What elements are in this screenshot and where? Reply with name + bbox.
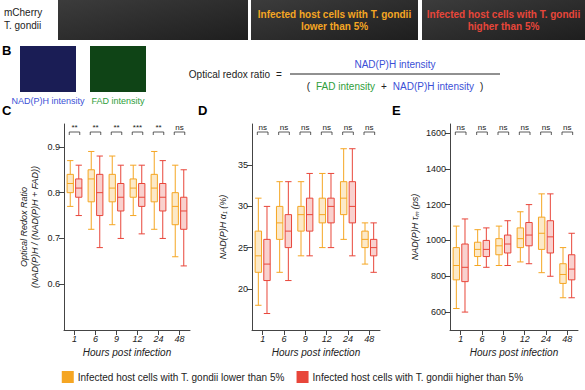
svg-text:Optical redox ratio: Optical redox ratio (189, 69, 271, 80)
svg-text:FAD intensity: FAD intensity (316, 81, 375, 92)
svg-text:0.9: 0.9 (47, 142, 60, 152)
svg-text:6: 6 (281, 334, 286, 344)
svg-text:48: 48 (364, 334, 374, 344)
svg-text:): ) (480, 81, 483, 92)
svg-text:NAD(P)H τₘ (ps): NAD(P)H τₘ (ps) (410, 194, 420, 260)
svg-text:24: 24 (540, 334, 551, 344)
svg-text:ns: ns (258, 123, 266, 132)
svg-text:Hours post infection: Hours post infection (83, 347, 172, 358)
svg-text:35: 35 (238, 160, 248, 170)
svg-text:6: 6 (479, 334, 484, 344)
svg-text:20: 20 (238, 284, 248, 294)
svg-text:1: 1 (72, 334, 77, 344)
svg-text:30: 30 (238, 201, 248, 211)
svg-text:(NAD(P)H / (NAD(P)H + FAD)): (NAD(P)H / (NAD(P)H + FAD)) (30, 166, 40, 288)
svg-text:1000: 1000 (426, 235, 446, 245)
svg-text:1: 1 (458, 334, 463, 344)
svg-text:12: 12 (132, 334, 142, 344)
svg-text:1600: 1600 (426, 128, 446, 138)
svg-text:lower than 5%: lower than 5% (301, 21, 368, 32)
svg-text:C: C (2, 103, 12, 118)
svg-text:Hours post infection: Hours post infection (272, 347, 361, 358)
svg-text:T. gondii: T. gondii (4, 20, 41, 31)
svg-text:(: ( (307, 81, 311, 92)
svg-text:FAD intensity: FAD intensity (91, 96, 145, 106)
svg-text:ns: ns (175, 123, 183, 132)
svg-text:NAD(P)H intensity: NAD(P)H intensity (11, 96, 85, 106)
svg-text:Optical Redox Ratio: Optical Redox Ratio (19, 187, 29, 267)
svg-text:higher than 5%: higher than 5% (468, 21, 540, 32)
svg-text:800: 800 (431, 271, 446, 281)
svg-text:ns: ns (542, 123, 550, 132)
svg-text:**: ** (71, 123, 77, 132)
svg-text:25: 25 (238, 243, 248, 253)
svg-text:ns: ns (520, 123, 528, 132)
svg-text:D: D (198, 103, 207, 118)
svg-text:**: ** (155, 123, 161, 132)
svg-text:ns: ns (365, 123, 373, 132)
svg-text:1: 1 (260, 334, 265, 344)
svg-text:+: + (381, 81, 387, 92)
svg-text:9: 9 (303, 334, 308, 344)
svg-text:NAD(P)H intensity: NAD(P)H intensity (354, 59, 435, 70)
svg-text:ns: ns (456, 123, 464, 132)
svg-text:ns: ns (301, 123, 309, 132)
svg-text:=: = (276, 69, 282, 80)
svg-text:6: 6 (93, 334, 98, 344)
svg-text:9: 9 (114, 334, 119, 344)
svg-text:NAD(P)H intensity: NAD(P)H intensity (393, 81, 474, 92)
svg-text:600: 600 (431, 307, 446, 317)
svg-text:9: 9 (501, 334, 506, 344)
svg-text:0.8: 0.8 (47, 188, 60, 198)
svg-text:ns: ns (499, 123, 507, 132)
svg-text:**: ** (113, 123, 119, 132)
svg-text:Infected host cells with T. go: Infected host cells with T. gondii (258, 9, 412, 20)
svg-text:12: 12 (322, 334, 332, 344)
svg-text:1200: 1200 (426, 200, 446, 210)
svg-text:Infected host cells with T. go: Infected host cells with T. gondii highe… (313, 372, 524, 383)
svg-text:Infected host cells with T. go: Infected host cells with T. gondii lower… (78, 372, 285, 383)
svg-text:B: B (2, 43, 11, 58)
svg-text:24: 24 (152, 334, 163, 344)
svg-text:12: 12 (520, 334, 530, 344)
svg-text:Hours post infection: Hours post infection (470, 347, 559, 358)
svg-text:ns: ns (563, 123, 571, 132)
svg-text:1400: 1400 (426, 164, 446, 174)
svg-text:ns: ns (322, 123, 330, 132)
svg-text:ns: ns (280, 123, 288, 132)
svg-text:48: 48 (174, 334, 184, 344)
svg-text:NAD(P)H α₁ (%): NAD(P)H α₁ (%) (218, 195, 228, 259)
svg-text:mCherry: mCherry (4, 7, 42, 18)
svg-text:0.6: 0.6 (47, 279, 60, 289)
svg-text:E: E (392, 103, 401, 118)
svg-text:**: ** (92, 123, 98, 132)
svg-text:***: *** (133, 123, 142, 132)
svg-text:0.7: 0.7 (47, 233, 60, 243)
svg-text:ns: ns (344, 123, 352, 132)
svg-text:24: 24 (342, 334, 353, 344)
svg-text:ns: ns (478, 123, 486, 132)
svg-text:48: 48 (562, 334, 572, 344)
svg-text:Infected host cells with T. go: Infected host cells with T. gondii (427, 9, 581, 20)
